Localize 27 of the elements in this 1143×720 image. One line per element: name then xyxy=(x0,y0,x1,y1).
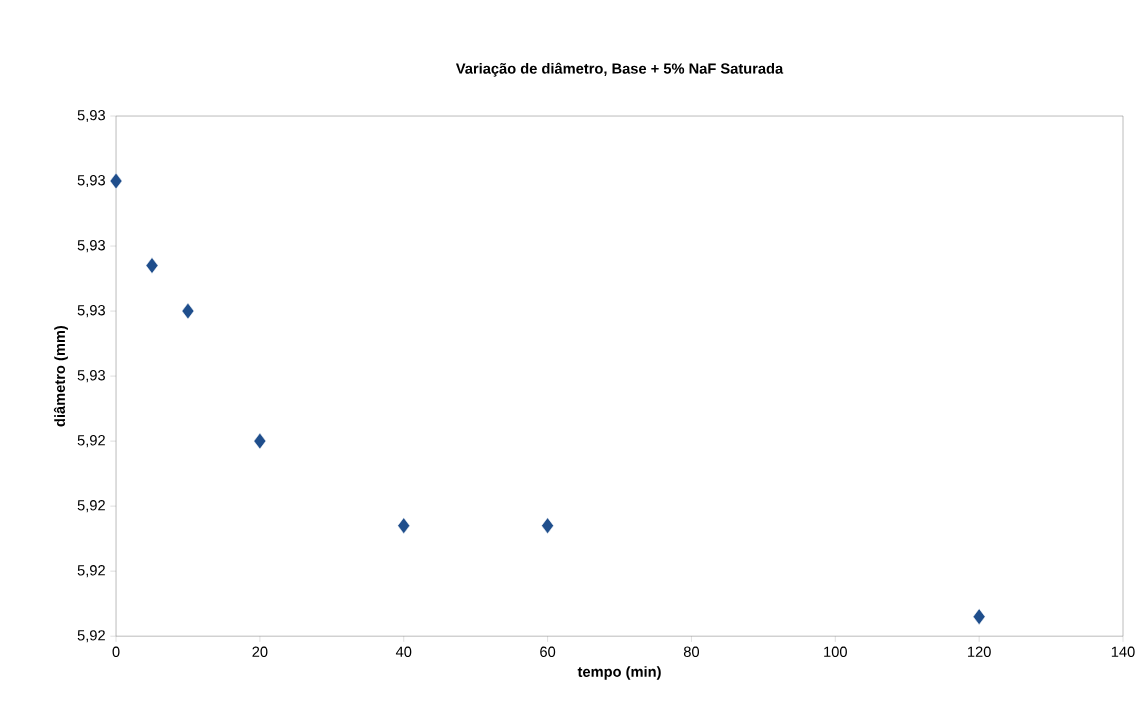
y-tick-label: 5,92 xyxy=(77,434,105,448)
x-tick-label: 60 xyxy=(540,646,556,657)
point xyxy=(972,608,986,625)
chart-title: Variação de diâmetro, Base + 5% NaF Saturada xyxy=(455,62,784,77)
x-tick-label: 100 xyxy=(824,646,847,657)
x-axis-title: tempo (min) xyxy=(577,666,661,680)
x-tick-label: 40 xyxy=(395,646,412,657)
y-tick-label: 5,93 xyxy=(77,369,105,383)
y-tick-label: 5,92 xyxy=(77,565,105,578)
y-tick-label: 5,93 xyxy=(77,174,105,188)
y-tick-label: 5,92 xyxy=(77,630,105,643)
y-tick-label: 5,92 xyxy=(77,500,105,513)
point xyxy=(109,172,123,190)
x-tick-label: 120 xyxy=(968,646,991,657)
y-tick-label: 5,93 xyxy=(77,304,105,318)
x-tick-label: 20 xyxy=(252,646,268,657)
point xyxy=(541,517,554,534)
x-tick-label: 0 xyxy=(112,646,120,657)
point xyxy=(397,517,411,534)
y-tick-label: 5,93 xyxy=(77,109,105,122)
y-tick-label: 5,93 xyxy=(77,239,105,253)
x-tick-label: 140 xyxy=(1111,646,1135,657)
point xyxy=(253,432,267,450)
point xyxy=(145,257,159,274)
point xyxy=(181,302,195,320)
x-tick-label: 80 xyxy=(683,646,700,657)
y-axis-title: diâmetro (mm) xyxy=(53,325,68,427)
